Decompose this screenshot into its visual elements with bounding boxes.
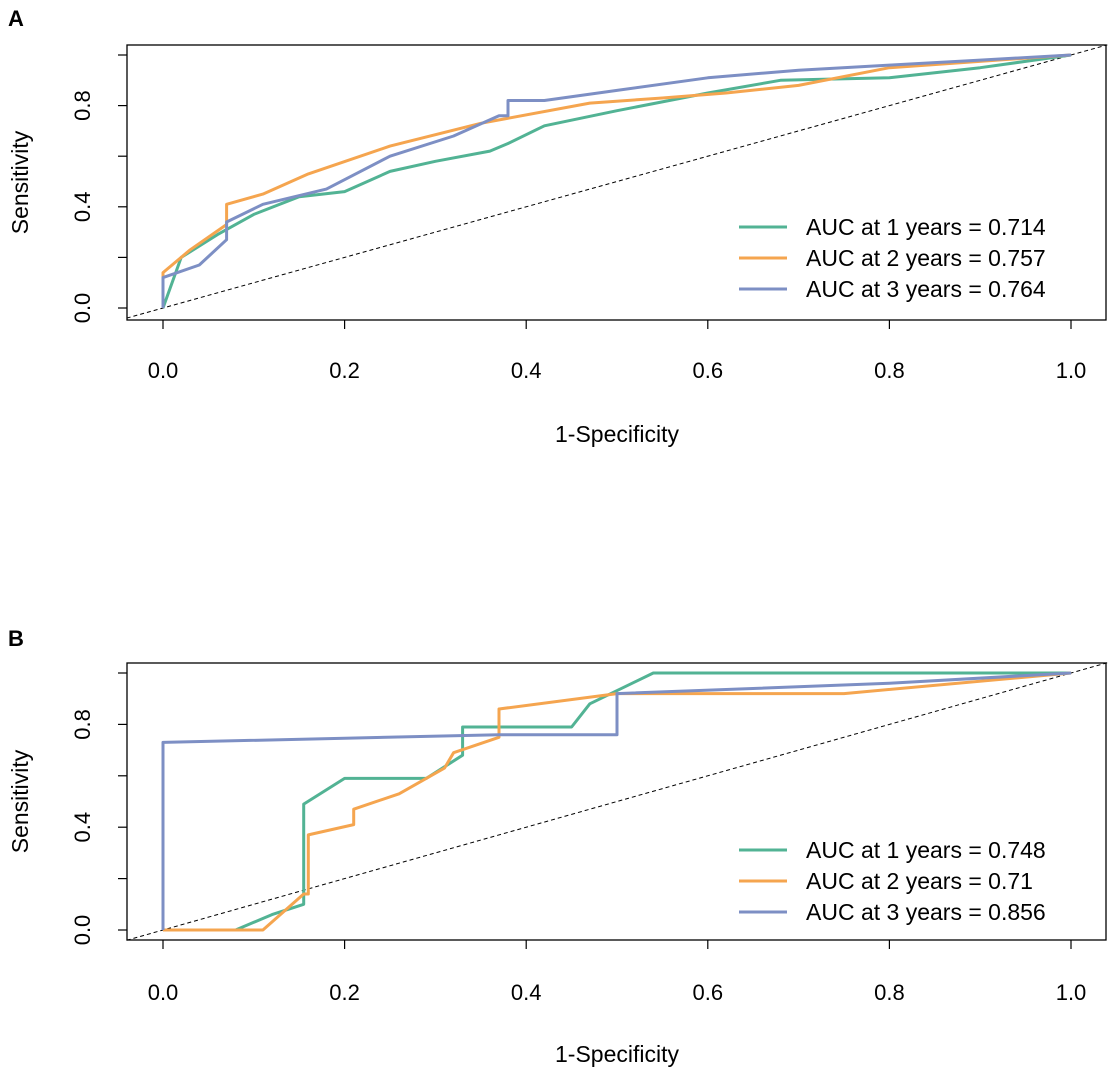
x-tick-label: 0.6	[693, 980, 724, 1005]
y-tick-label: 0.4	[70, 192, 95, 223]
x-axis-title: 1-Specificity	[555, 421, 679, 447]
y-tick-label: 0.0	[70, 915, 95, 946]
roc-series-line-3	[161, 671, 1072, 930]
chart-panel-b: B 0.0 0.2 0.4 0.6 0.8 1.0 0.0 0.4 0.8 1-Specifici…	[0, 620, 1108, 1071]
y-tick-label: 0.8	[70, 709, 95, 740]
legend-label-1: AUC at 1 years = 0.748	[806, 837, 1046, 863]
x-tick-label: 0.4	[511, 980, 542, 1005]
x-tick-label: 0.2	[329, 358, 360, 383]
roc-series-line-3	[161, 53, 1072, 308]
y-tick-label: 0.0	[70, 293, 95, 324]
chart-panel-a: A 0.0 0.2 0.4 0.6 0.8 1.0 0.0 0.4 0.8 1-Specifici…	[0, 0, 1108, 470]
reference-diagonal-line	[126, 44, 1108, 319]
x-tick-label: 1.0	[1056, 358, 1087, 383]
legend-label-3: AUC at 3 years = 0.764	[806, 276, 1046, 302]
x-tick-label: 0.8	[874, 980, 905, 1005]
x-tick-label: 0.4	[511, 358, 542, 383]
legend-label-3: AUC at 3 years = 0.856	[806, 899, 1046, 925]
plot-frame	[126, 44, 1107, 321]
x-tick-label: 0.6	[693, 358, 724, 383]
y-axis-title: Sensitivity	[7, 130, 33, 234]
x-tick-label: 1.0	[1056, 980, 1087, 1005]
reference-diagonal-line	[126, 662, 1108, 941]
x-tick-label: 0.2	[329, 980, 360, 1005]
x-tick-label: 0.0	[148, 358, 179, 383]
plot-frame	[126, 662, 1107, 941]
y-tick-label: 0.8	[70, 90, 95, 121]
x-tick-label: 0.8	[874, 358, 905, 383]
roc-chart-a: 0.0 0.2 0.4 0.6 0.8 1.0 0.0 0.4 0.8 1-Specificity…	[7, 44, 1108, 447]
legend-label-1: AUC at 1 years = 0.714	[806, 214, 1046, 240]
panel-label-a: A	[8, 6, 24, 31]
y-tick-label: 0.4	[70, 812, 95, 843]
roc-chart-b: 0.0 0.2 0.4 0.6 0.8 1.0 0.0 0.4 0.8 1-Specificity…	[7, 662, 1108, 1067]
legend-label-2: AUC at 2 years = 0.71	[806, 868, 1033, 894]
legend-label-2: AUC at 2 years = 0.757	[806, 245, 1046, 271]
roc-series-line-1	[161, 53, 1072, 309]
x-axis-title: 1-Specificity	[555, 1041, 679, 1067]
x-tick-label: 0.0	[148, 980, 179, 1005]
roc-series-line-2	[163, 671, 1072, 932]
panel-label-b: B	[8, 626, 24, 651]
y-axis-title: Sensitivity	[7, 749, 33, 853]
roc-series-line-2	[161, 53, 1072, 308]
